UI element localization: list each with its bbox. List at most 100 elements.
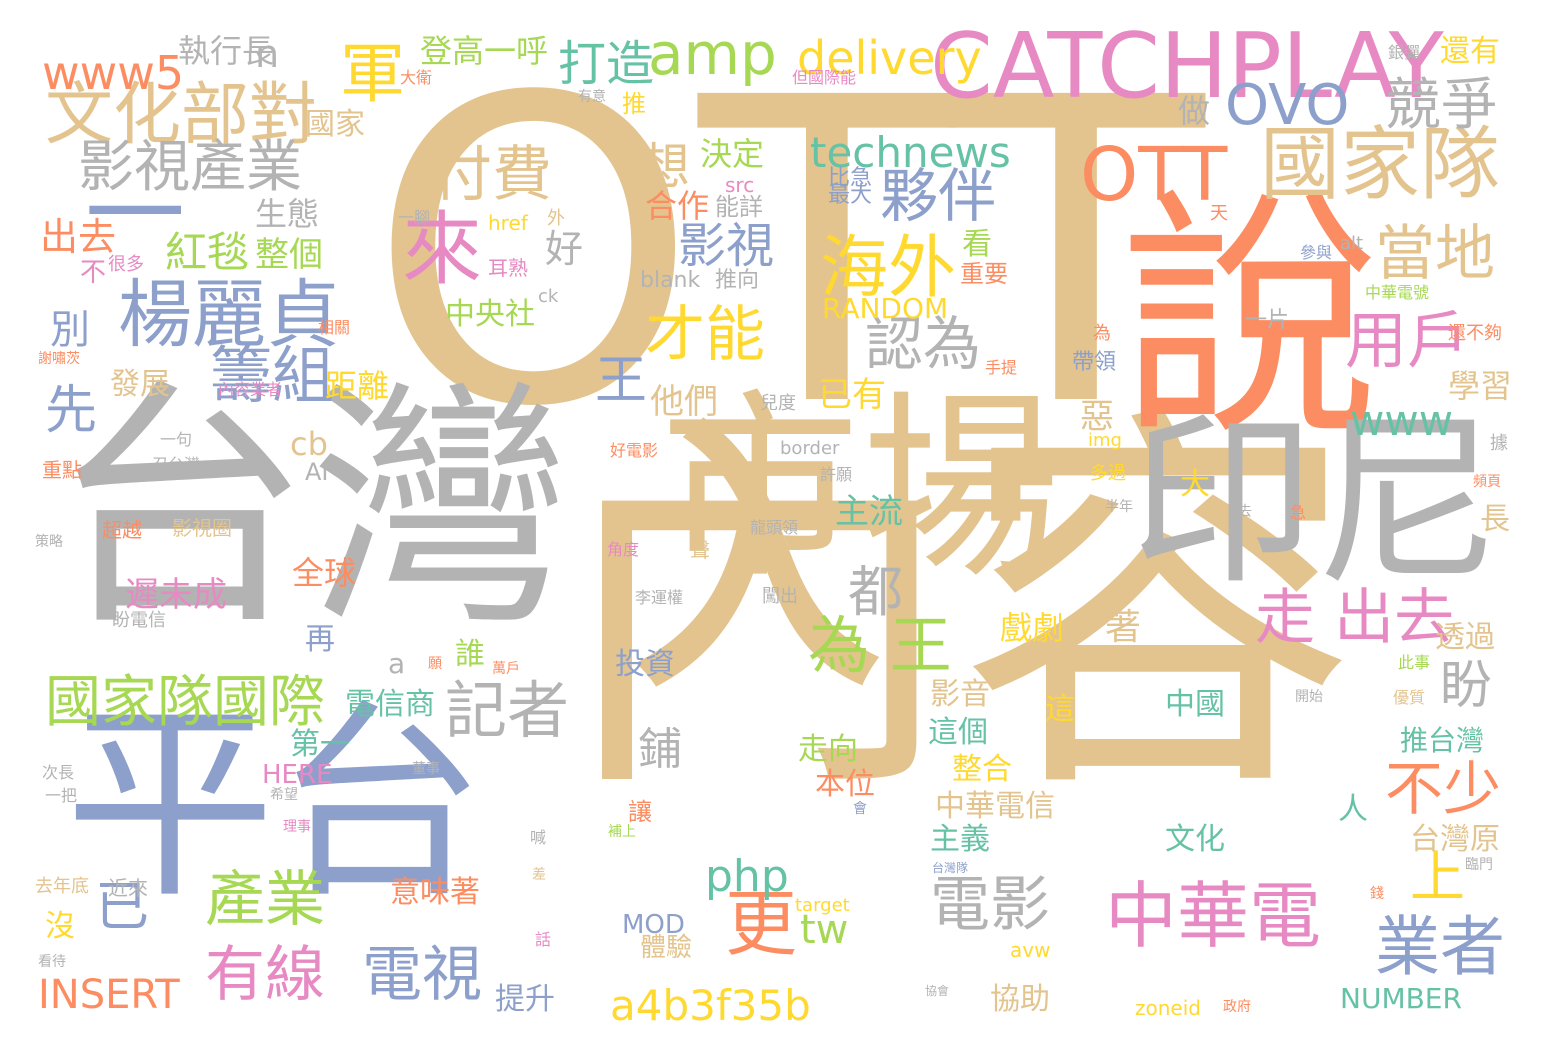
cloud-word: 上 [1410, 845, 1466, 909]
cloud-word: 能詳 [715, 193, 763, 221]
cloud-word: 帶領 [1072, 350, 1117, 375]
cloud-word: 重點 [42, 458, 82, 482]
cloud-word: 好 [545, 227, 584, 271]
cloud-word: 天 [1210, 203, 1228, 224]
cloud-word: 市場 [660, 373, 1061, 606]
cloud-word: 整合 [952, 752, 1012, 787]
cloud-word: 推 [622, 90, 646, 118]
cloud-word: 手提 [985, 358, 1018, 377]
cloud-word: 軍 [340, 37, 406, 112]
cloud-word: 他們 [650, 382, 718, 422]
cloud-word: 影視產業 [78, 135, 302, 200]
cloud-word: 內容業者 [218, 380, 283, 399]
cloud-word: 比急 [828, 166, 873, 191]
cloud-word: tw [800, 907, 849, 953]
cloud-word: a4b3f35b [610, 981, 811, 1030]
cloud-word: 謝嘯茨 [38, 351, 80, 367]
cloud-word: 半年 [1105, 499, 1133, 515]
cloud-word: 台灣原 [1410, 822, 1500, 857]
cloud-word: 喊 [530, 828, 547, 847]
cloud-word: 很多 [108, 254, 144, 275]
cloud-word: 大衛 [400, 68, 433, 87]
cloud-word: 會 [853, 801, 867, 817]
cloud-word: img [1088, 430, 1122, 451]
cloud-word: 策略 [35, 534, 63, 550]
cloud-word: 龍頭領 [750, 518, 799, 537]
cloud-word: 走向 [798, 732, 858, 767]
cloud-word: 一片 [1245, 308, 1290, 333]
cloud-word: php [705, 851, 789, 902]
cloud-word: 合作 [645, 187, 710, 225]
cloud-word: 此事 [1398, 653, 1431, 672]
cloud-word: 中國 [1165, 687, 1225, 722]
cloud-word: 還有 [1440, 34, 1500, 69]
cloud-word: a [388, 647, 406, 680]
cloud-word: 夥伴 [880, 162, 997, 230]
cloud-word: CATCHPLAY [930, 14, 1444, 119]
cloud-word: 超越 [102, 518, 142, 542]
cloud-word: 提升 [495, 982, 555, 1017]
cloud-word: amp [648, 20, 777, 88]
cloud-word: 戲劇 [1000, 609, 1065, 647]
cloud-word: 相關 [318, 318, 351, 337]
cloud-word: 聲 [690, 538, 710, 562]
cloud-word: 執行長 [178, 32, 275, 70]
cloud-word: 電視 [362, 940, 482, 1010]
cloud-word: 好電影 [610, 441, 659, 460]
cloud-word: OTT [368, 10, 1205, 499]
cloud-word: HERE [262, 760, 333, 790]
cloud-word: 電信商 [345, 687, 435, 722]
cloud-word: 盼電信 [112, 610, 166, 631]
cloud-word: 才能 [645, 300, 765, 370]
cloud-word: 有意 [578, 89, 606, 105]
cloud-word: 決定 [700, 135, 765, 173]
cloud-word: OTT [1080, 132, 1228, 218]
cloud-word: 紅毯 [165, 228, 250, 277]
cloud-word: 著 [1105, 607, 1142, 648]
cloud-word: 銀彈 [1388, 43, 1421, 62]
cloud-word: 說 [1120, 169, 1380, 471]
cloud-word: 先 [45, 381, 98, 441]
cloud-word: 據 [1490, 433, 1508, 454]
cloud-word: 理事 [283, 819, 311, 835]
cloud-word: 文化 [1165, 822, 1225, 857]
cloud-word: 政府 [1223, 999, 1251, 1015]
cloud-word: 讓 [628, 798, 652, 826]
cloud-word: zoneid [1135, 996, 1201, 1020]
cloud-word: 話 [535, 930, 552, 949]
cloud-word: 補上 [608, 824, 636, 840]
cloud-word: NUMBER [1340, 982, 1462, 1015]
cloud-word: 用戶 [1345, 304, 1470, 377]
cloud-word: 差 [532, 867, 546, 883]
cloud-word: 去 [1238, 504, 1252, 520]
cloud-word: 更 [725, 882, 798, 966]
cloud-word: 認為 [865, 310, 982, 378]
cloud-word: 萬戶 [492, 661, 520, 677]
cloud-word: 文化部對 [45, 76, 318, 155]
cloud-word: src [725, 173, 755, 197]
cloud-word: 投資 [615, 647, 675, 682]
cloud-word: 全球 [292, 554, 357, 592]
cloud-word: 最大 [828, 183, 873, 208]
cloud-word: 長 [1480, 502, 1510, 537]
cloud-word: 別 [50, 307, 90, 353]
cloud-word: 優質 [1393, 688, 1426, 707]
cloud-word: 距離 [325, 367, 390, 405]
cloud-word: 海外 [820, 229, 957, 308]
cloud-word: 發展 [110, 367, 170, 402]
cloud-word: 外 [547, 208, 565, 229]
cloud-word: 但國際能 [792, 68, 857, 87]
cloud-word: 透過 [1435, 620, 1495, 655]
cloud-word: 一把 [45, 786, 78, 805]
cloud-word: 推向 [715, 268, 760, 293]
cloud-word: 國家隊 [1260, 118, 1500, 211]
cloud-word: 近來 [108, 876, 148, 900]
cloud-word: 願 [428, 656, 442, 672]
cloud-word: n [255, 32, 280, 76]
cloud-word: 業者 [1375, 910, 1506, 985]
cloud-word: OVO [1225, 73, 1350, 138]
cloud-word: blank [640, 268, 701, 293]
cloud-word: 整個 [255, 235, 323, 275]
cloud-word: 為 王 [808, 609, 952, 682]
cloud-word: 盼 [1440, 656, 1493, 716]
